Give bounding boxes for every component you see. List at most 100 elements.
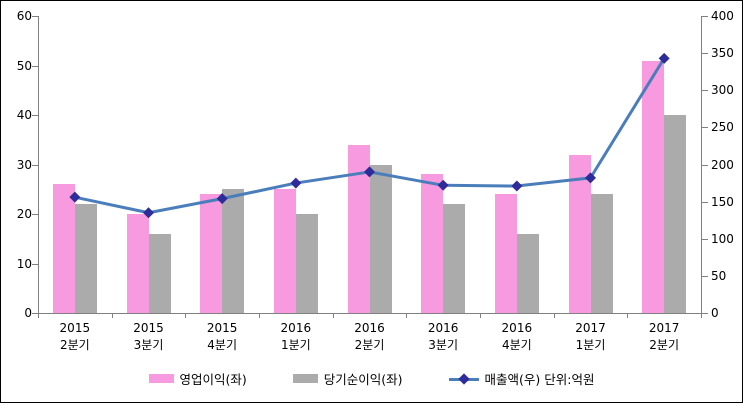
left-axis-tick — [32, 313, 38, 314]
right-axis-tick-label: 350 — [711, 46, 734, 61]
plot-area — [38, 16, 701, 313]
x-axis-label: 2016 2분기 — [333, 320, 407, 354]
right-axis-tick-label: 150 — [711, 194, 734, 209]
left-axis-tick — [32, 115, 38, 116]
right-axis-tick — [702, 127, 708, 129]
x-axis-label: 2016 4분기 — [480, 320, 554, 354]
net-profit-bar — [148, 233, 171, 313]
operating-profit-bar — [273, 189, 296, 313]
x-axis-label-year: 2016 — [427, 321, 459, 335]
left-axis-tick-label: 60 — [16, 9, 32, 23]
x-axis-label-quarter: 3분기 — [428, 338, 459, 352]
left-axis-tick-label: 20 — [16, 207, 32, 221]
x-axis-label-year: 2016 — [501, 321, 533, 335]
left-axis-tick-label: 50 — [16, 58, 32, 73]
x-axis-label-year: 2015 — [133, 321, 164, 335]
right-axis-tick — [702, 201, 708, 203]
net-profit-bar — [222, 189, 245, 313]
right-axis-tick — [702, 275, 708, 277]
x-axis-label-quarter: 1분기 — [280, 338, 311, 352]
x-axis-label: 2015 4분기 — [185, 320, 259, 354]
left-axis-tick-label: 40 — [16, 108, 32, 122]
operating-profit-bar — [568, 154, 591, 313]
x-axis-tick — [480, 314, 481, 318]
right-axis-tick-label: 100 — [711, 231, 734, 246]
x-axis-label-year: 2016 — [354, 321, 385, 335]
x-axis-label: 2017 2분기 — [627, 320, 701, 354]
x-axis-label-quarter: 4분기 — [501, 338, 532, 352]
left-axis-tick-label: 10 — [16, 256, 32, 271]
x-axis-label-quarter: 4분기 — [207, 338, 238, 352]
x-axis-tick — [38, 314, 39, 318]
right-axis-tick — [702, 313, 708, 314]
net-profit-bar — [74, 204, 97, 313]
right-axis-tick-label: 400 — [711, 9, 734, 23]
x-axis-label-year: 2017 — [648, 321, 680, 335]
revenue-point — [143, 207, 154, 219]
revenue-point — [511, 180, 523, 192]
left-axis-tick-label: 0 — [24, 306, 32, 320]
net-profit-bar — [369, 164, 392, 313]
x-axis-label-quarter: 3분기 — [133, 338, 164, 352]
x-axis-label: 2015 3분기 — [112, 320, 186, 354]
net-profit-bar — [295, 214, 318, 313]
x-axis-line — [38, 313, 702, 314]
right-axis-tick — [702, 238, 708, 240]
left-axis-tick — [32, 16, 38, 17]
x-axis-tick — [111, 314, 113, 318]
left-axis-line — [38, 16, 39, 314]
revenue-diamond-icon — [457, 372, 470, 385]
x-axis-tick — [185, 314, 187, 318]
revenue-point — [216, 193, 228, 205]
left-axis-tick — [32, 214, 38, 215]
revenue-point — [69, 191, 81, 203]
right-axis-tick — [702, 16, 708, 17]
legend-label-net-profit: 당기순이익(좌) — [323, 372, 403, 387]
revenue-line-marker-icon — [448, 372, 479, 385]
x-axis-tick — [332, 314, 334, 318]
legend-label-operating-profit: 영업이익(좌) — [179, 372, 247, 387]
left-axis-tick — [32, 263, 38, 265]
net-profit-bar — [590, 194, 613, 313]
right-axis-tick — [702, 90, 708, 92]
x-axis-label-quarter: 2분기 — [354, 338, 385, 352]
x-axis-label-quarter: 1분기 — [575, 338, 606, 352]
x-axis-label-year: 2016 — [280, 321, 312, 335]
right-axis-tick-label: 300 — [711, 83, 734, 98]
operating-profit-bar — [52, 184, 75, 313]
right-axis-line — [701, 16, 702, 314]
operating-profit-swatch — [148, 374, 174, 383]
revenue-point — [658, 52, 670, 64]
operating-profit-bar — [200, 194, 223, 313]
left-axis-tick-label: 30 — [16, 157, 32, 172]
x-axis-label-year: 2017 — [575, 321, 606, 335]
left-axis-tick — [32, 65, 38, 67]
net-profit-swatch — [292, 374, 318, 383]
net-profit-bar — [516, 233, 539, 313]
right-axis-tick-label: 0 — [711, 306, 719, 320]
right-axis-tick-label: 200 — [711, 157, 734, 172]
net-profit-bar — [443, 204, 466, 313]
x-axis-label-year: 2015 — [59, 321, 91, 335]
right-axis-tick — [702, 53, 708, 55]
operating-profit-bar — [347, 144, 370, 313]
right-axis-tick-label: 250 — [711, 120, 734, 135]
x-axis-label: 2016 3분기 — [406, 320, 480, 354]
revenue-point — [364, 166, 375, 178]
right-axis-tick-label: 50 — [711, 268, 727, 283]
x-axis-label-year: 2015 — [206, 321, 238, 335]
x-axis-tick — [553, 314, 555, 318]
operating-profit-bar — [642, 60, 665, 313]
revenue-point — [437, 179, 449, 191]
legend-item-revenue: 매출액(우) 단위:억원 — [448, 369, 594, 388]
revenue-point — [585, 172, 596, 184]
revenue-line-series — [69, 52, 670, 219]
x-axis-label: 2017 1분기 — [554, 320, 628, 354]
operating-profit-bar — [126, 214, 149, 313]
x-axis-tick — [627, 314, 629, 318]
x-axis-label: 2015 2분기 — [38, 320, 112, 354]
x-axis-tick — [406, 314, 408, 318]
left-axis-tick — [32, 164, 38, 166]
legend: 영업이익(좌) 당기순이익(좌) 매출액(우) 단위:억원 — [1, 369, 742, 388]
